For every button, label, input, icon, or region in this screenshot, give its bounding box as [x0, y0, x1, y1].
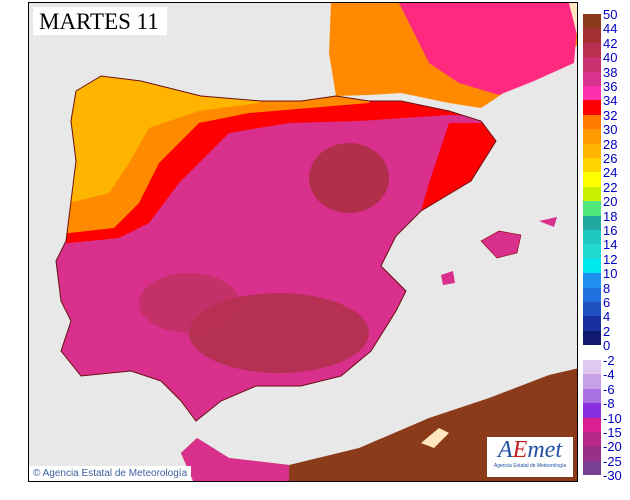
- legend-label: 20: [603, 194, 618, 210]
- legend-label: 32: [603, 107, 618, 123]
- legend-label: -2: [603, 353, 615, 368]
- logo-subtitle: Agencia Estatal de Meteorología: [493, 463, 567, 469]
- map-title: MARTES 11: [33, 7, 167, 35]
- legend-label: 38: [603, 64, 618, 80]
- legend-label: -10: [603, 410, 622, 426]
- legend-label: -15: [603, 425, 622, 440]
- legend-swatch: [583, 460, 601, 476]
- legend-label: 24: [603, 165, 618, 181]
- legend-label: 42: [603, 35, 618, 51]
- menorca: [539, 217, 557, 227]
- legend-label: 12: [603, 251, 618, 267]
- legend-label: 4: [603, 309, 611, 325]
- legend-swatch: [583, 230, 601, 245]
- ibiza: [441, 271, 455, 285]
- map-graphic: [55, 3, 577, 481]
- legend-label: 2: [603, 323, 611, 339]
- legend-label: 36: [603, 79, 618, 94]
- legend-swatch: [583, 287, 601, 302]
- legend-label: 40: [603, 50, 618, 66]
- legend-swatch: [583, 143, 601, 158]
- legend-swatch: [583, 71, 601, 86]
- legend-label: 14: [603, 237, 618, 253]
- legend-swatch: [583, 403, 601, 418]
- legend-swatch: [583, 374, 601, 389]
- legend-swatch: [583, 186, 601, 202]
- legend-label: 28: [603, 136, 618, 152]
- legend-swatch: [583, 172, 601, 187]
- legend-label: -30: [603, 468, 622, 484]
- legend-label: -4: [603, 367, 615, 383]
- legend-label: 44: [603, 21, 618, 37]
- legend-label: 10: [603, 266, 618, 282]
- legend-label: -20: [603, 439, 622, 455]
- legend-swatch: [583, 57, 601, 72]
- aemet-logo: AEmet Agencia Estatal de Meteorología: [487, 437, 573, 477]
- legend-label: -25: [603, 453, 622, 469]
- legend-label: 6: [603, 295, 611, 310]
- legend-swatch: [583, 360, 601, 375]
- legend-swatch: [583, 14, 601, 29]
- legend-label: 34: [603, 93, 618, 109]
- legend-label: 50: [603, 7, 618, 22]
- legend-swatch: [583, 215, 601, 230]
- legend-label: 18: [603, 208, 618, 224]
- credit-label: Agencia Estatal de Meteorología: [42, 468, 188, 479]
- legend-swatch: [583, 417, 601, 432]
- legend-label: -6: [603, 381, 615, 397]
- legend-swatch: [583, 42, 601, 58]
- legend-label: 26: [603, 151, 618, 166]
- credit-text: © Agencia Estatal de Meteorología: [29, 466, 192, 481]
- legend-swatch: [583, 129, 601, 144]
- legend-swatch: [583, 273, 601, 288]
- legend-swatch: [583, 201, 601, 216]
- legend-swatch: [583, 432, 601, 447]
- africa-land: [181, 368, 577, 481]
- legend-swatch: [583, 330, 601, 346]
- legend-swatch: [583, 316, 601, 331]
- legend-swatch: [583, 258, 601, 274]
- legend-label: -8: [603, 396, 615, 412]
- legend-label: 0: [603, 338, 611, 354]
- legend-swatch: [583, 302, 601, 317]
- mallorca: [480, 230, 522, 259]
- legend-swatch: [583, 446, 601, 461]
- temperature-map: MARTES 11 © Agencia Estatal de Meteorolo…: [28, 2, 578, 482]
- legend-swatch: [583, 114, 601, 130]
- legend-swatch: [583, 158, 601, 173]
- legend-label: 22: [603, 179, 618, 195]
- legend-label: 30: [603, 122, 618, 138]
- legend-swatch: [583, 28, 601, 43]
- legend-label: 16: [603, 223, 618, 238]
- legend-label: 8: [603, 280, 611, 296]
- france-hot: [399, 3, 577, 95]
- legend-swatch: [583, 388, 601, 404]
- temperature-legend: 50 44 42 40 38 36 34 32 30 28 26 24 22 20 18 16 14 12 10 8 6…: [583, 0, 630, 500]
- legend-swatch: [583, 86, 601, 101]
- legend-swatch: [583, 100, 601, 115]
- legend-swatch: [583, 244, 601, 259]
